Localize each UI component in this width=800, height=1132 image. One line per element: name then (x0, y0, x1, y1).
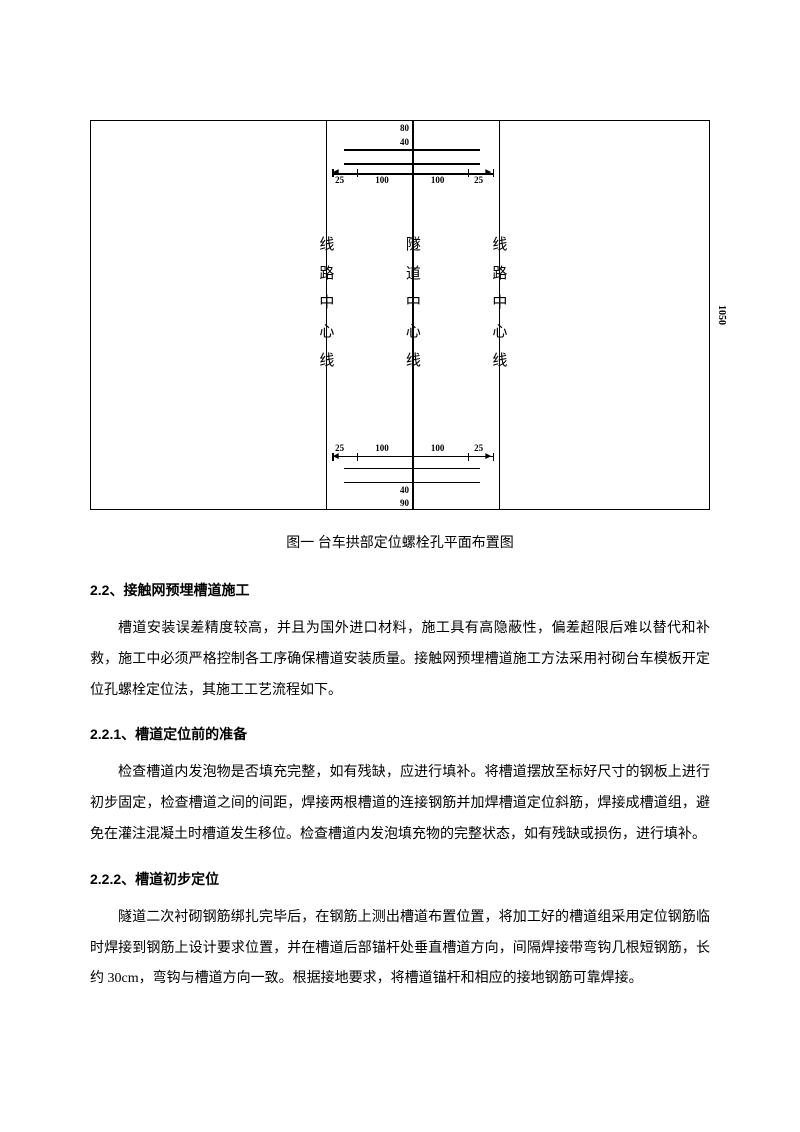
para-2-2-1-1: 检查槽道内发泡物是否填充完整，如有残缺，应进行填补。将槽道摆放至标好尺寸的钢板上… (90, 758, 710, 850)
top-hdim-3: 100 (431, 175, 445, 185)
bot-hdim-4: 25 (474, 443, 483, 453)
bot-hdim-3: 100 (431, 443, 445, 453)
vline-label-left: 线路中心线 (315, 236, 336, 381)
bot-vdim-2: 90 (400, 498, 409, 508)
section-2-2: 2.2、接触网预埋槽道施工 槽道安装误差精度较高，并且为国外进口材料，施工具有高… (90, 580, 710, 706)
vline-label-right: 线路中心线 (488, 236, 509, 381)
diagram-container: 线路中心线 隧道中心线 线路中心线 1050 80 40 25 100 100 … (90, 120, 710, 510)
figure-caption: 图一 台车拱部定位螺栓孔平面布置图 (90, 532, 710, 552)
bot-hdim-2: 100 (375, 443, 389, 453)
bot-vdim-1: 40 (400, 485, 409, 495)
top-hdim-4: 25 (474, 175, 483, 185)
vline-label-center: 隧道中心线 (402, 236, 423, 381)
top-vdim-2: 40 (400, 137, 409, 147)
top-hdim-2: 100 (375, 175, 389, 185)
top-vdim-1: 80 (400, 123, 409, 133)
heading-2-2: 2.2、接触网预埋槽道施工 (90, 580, 710, 600)
side-dimension: 1050 (716, 305, 727, 325)
section-2-2-1: 2.2.1、槽道定位前的准备 检查槽道内发泡物是否填充完整，如有残缺，应进行填补… (90, 724, 710, 850)
section-2-2-2: 2.2.2、槽道初步定位 隧道二次衬砌钢筋绑扎完毕后，在钢筋上测出槽道布置位置，… (90, 869, 710, 995)
heading-2-2-2: 2.2.2、槽道初步定位 (90, 869, 710, 889)
heading-2-2-1: 2.2.1、槽道定位前的准备 (90, 724, 710, 744)
para-2-2-1: 槽道安装误差精度较高，并且为国外进口材料，施工具有高隐蔽性，偏差超限后难以替代和… (90, 614, 710, 706)
para-2-2-2-1: 隧道二次衬砌钢筋绑扎完毕后，在钢筋上测出槽道布置位置，将加工好的槽道组采用定位钢… (90, 903, 710, 995)
